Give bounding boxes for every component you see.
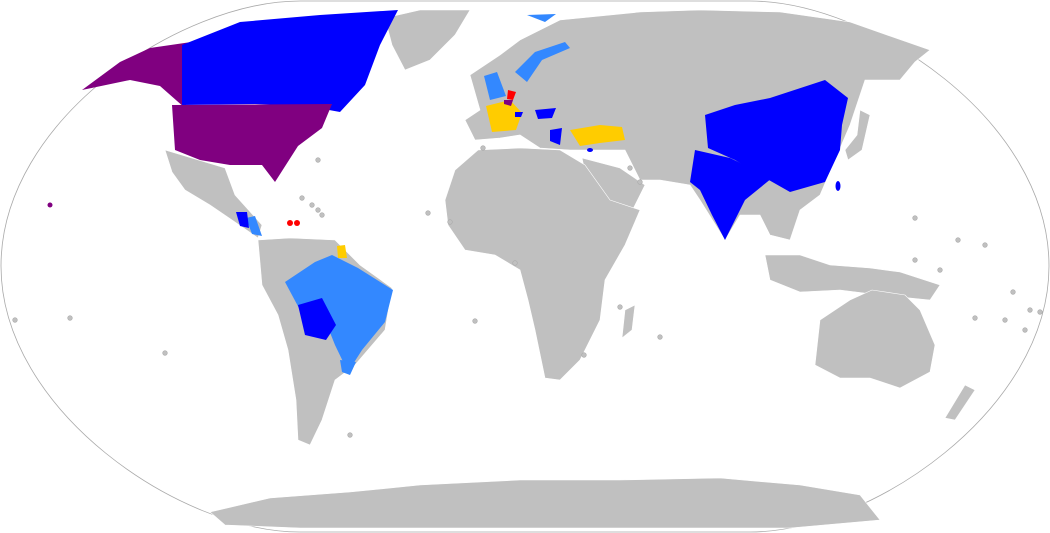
small-territory-marker: [657, 334, 663, 340]
small-territory-marker: [12, 317, 18, 323]
small-territory-marker: [480, 145, 486, 151]
small-territory-marker: [1022, 327, 1028, 333]
region-curacao: [287, 220, 293, 226]
region-hawaii: [47, 202, 53, 208]
region-netherlands: [507, 90, 516, 100]
antarctica: [209, 477, 881, 529]
small-territory-marker: [1027, 307, 1033, 313]
region-france: [486, 100, 522, 132]
greenland: [384, 9, 471, 71]
small-territory-marker: [581, 352, 587, 358]
region-turkey: [570, 125, 625, 146]
region-bolivia: [298, 298, 336, 340]
small-territory-marker: [67, 315, 73, 321]
small-territory-markers: [12, 145, 1043, 438]
madagascar: [621, 304, 636, 339]
region-norway: [515, 42, 570, 82]
small-territory-marker: [637, 179, 643, 185]
region-uk: [484, 72, 506, 100]
region-canada: [182, 10, 398, 112]
southeast-asia-islands: [764, 254, 941, 301]
small-territory-marker: [299, 195, 305, 201]
africa: [444, 147, 641, 381]
highlighted-regions: [47, 10, 848, 375]
small-territory-marker: [162, 350, 168, 356]
small-territory-marker: [315, 157, 321, 163]
small-territory-marker: [627, 165, 633, 171]
region-greece: [550, 128, 562, 145]
region-french-guiana: [337, 245, 347, 258]
region-usa: [172, 104, 332, 182]
region-aruba: [294, 220, 300, 226]
small-territory-marker: [309, 202, 315, 208]
region-brazil: [285, 255, 393, 372]
region-belgium: [504, 100, 513, 106]
small-territory-marker: [912, 215, 918, 221]
small-territory-marker: [972, 315, 978, 321]
region-china: [705, 80, 848, 192]
region-svalbard: [527, 14, 556, 22]
small-territory-marker: [472, 318, 478, 324]
small-territory-marker: [912, 257, 918, 263]
region-switzerland: [515, 112, 523, 117]
region-nicaragua: [236, 212, 249, 228]
small-territory-marker: [315, 207, 321, 213]
australia: [814, 289, 936, 389]
region-uruguay: [340, 360, 356, 375]
small-territory-marker: [1010, 289, 1016, 295]
small-territory-marker: [1037, 309, 1043, 315]
region-costa-rica-panama: [246, 216, 262, 236]
small-territory-marker: [512, 260, 518, 266]
small-territory-marker: [425, 210, 431, 216]
small-territory-marker: [319, 212, 325, 218]
region-india: [690, 150, 772, 240]
region-alaska: [82, 40, 205, 108]
small-territory-marker: [1002, 317, 1008, 323]
small-territory-marker: [617, 304, 623, 310]
small-territory-marker: [347, 432, 353, 438]
small-territory-marker: [982, 242, 988, 248]
region-cyprus: [587, 148, 593, 152]
region-hungary: [535, 108, 556, 119]
new-zealand: [944, 384, 976, 421]
small-territory-marker: [937, 267, 943, 273]
small-territory-marker: [447, 219, 453, 225]
japan: [844, 109, 871, 161]
region-taiwan: [835, 181, 841, 191]
small-territory-marker: [955, 237, 961, 243]
